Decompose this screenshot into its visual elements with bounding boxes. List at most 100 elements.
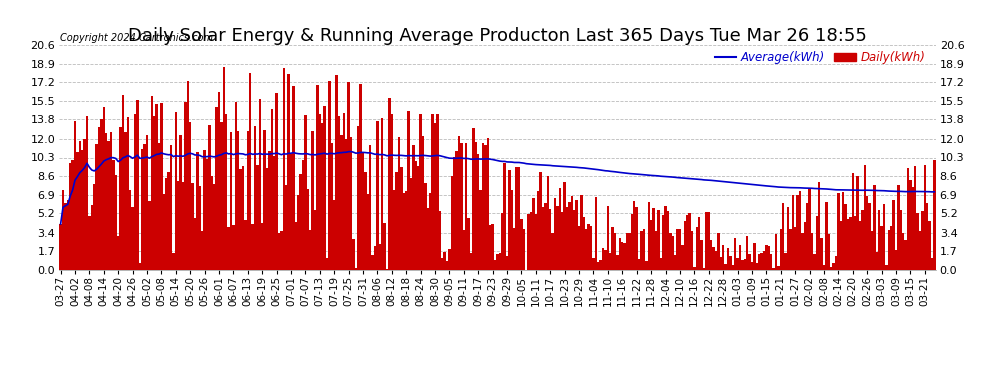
Bar [683, 221, 686, 270]
Bar [110, 132, 112, 270]
Bar [823, 266, 825, 270]
Bar [875, 252, 878, 270]
Bar [566, 207, 568, 270]
Bar [258, 99, 261, 270]
Bar [873, 185, 875, 270]
Bar [122, 95, 124, 270]
Bar [501, 213, 504, 270]
Bar [395, 172, 398, 270]
Bar [412, 145, 415, 270]
Bar [88, 216, 91, 270]
Bar [669, 233, 671, 270]
Bar [657, 210, 659, 270]
Bar [266, 168, 268, 270]
Bar [174, 112, 177, 270]
Bar [530, 212, 533, 270]
Bar [304, 115, 307, 270]
Bar [333, 200, 336, 270]
Bar [153, 116, 155, 270]
Bar [479, 190, 482, 270]
Bar [213, 184, 216, 270]
Bar [612, 227, 614, 270]
Bar [602, 248, 604, 270]
Bar [170, 145, 172, 270]
Bar [890, 226, 892, 270]
Bar [203, 150, 206, 270]
Bar [902, 233, 904, 270]
Bar [220, 123, 223, 270]
Bar [885, 265, 888, 270]
Bar [179, 135, 182, 270]
Bar [934, 160, 936, 270]
Bar [494, 260, 496, 270]
Bar [470, 253, 472, 270]
Bar [105, 133, 107, 270]
Bar [235, 102, 237, 270]
Bar [146, 135, 148, 270]
Bar [696, 228, 698, 270]
Bar [617, 255, 619, 270]
Bar [211, 176, 213, 270]
Bar [647, 202, 649, 270]
Bar [69, 163, 71, 270]
Bar [878, 210, 880, 270]
Bar [578, 226, 580, 270]
Bar [868, 203, 871, 270]
Bar [366, 194, 369, 270]
Bar [861, 210, 863, 270]
Bar [818, 183, 821, 270]
Bar [398, 138, 400, 270]
Bar [285, 185, 287, 270]
Bar [866, 196, 868, 270]
Bar [489, 225, 491, 270]
Bar [429, 193, 432, 270]
Bar [614, 233, 617, 270]
Bar [474, 142, 477, 270]
Bar [553, 198, 556, 270]
Bar [93, 184, 95, 270]
Bar [496, 254, 499, 270]
Bar [504, 164, 506, 270]
Bar [679, 229, 681, 270]
Bar [573, 210, 575, 270]
Title: Daily Solar Energy & Running Average Producton Last 365 Days Tue Mar 26 18:55: Daily Solar Energy & Running Average Pro… [128, 27, 867, 45]
Bar [854, 216, 856, 270]
Bar [393, 190, 395, 270]
Bar [465, 143, 467, 270]
Bar [422, 136, 425, 270]
Bar [206, 159, 208, 270]
Bar [652, 209, 654, 270]
Bar [150, 96, 153, 270]
Bar [688, 213, 691, 270]
Bar [888, 230, 890, 270]
Bar [924, 165, 926, 270]
Bar [472, 128, 474, 270]
Bar [804, 222, 806, 270]
Bar [446, 261, 448, 270]
Bar [312, 131, 314, 270]
Bar [542, 207, 545, 270]
Bar [521, 219, 523, 270]
Bar [762, 251, 765, 270]
Bar [842, 192, 844, 270]
Bar [725, 264, 727, 270]
Bar [83, 139, 86, 270]
Bar [705, 212, 708, 270]
Bar [124, 132, 127, 270]
Bar [734, 238, 737, 270]
Bar [59, 224, 61, 270]
Bar [801, 233, 804, 270]
Bar [691, 231, 693, 270]
Bar [199, 186, 201, 270]
Bar [167, 172, 170, 270]
Bar [715, 251, 717, 270]
Bar [218, 92, 220, 270]
Bar [909, 180, 912, 270]
Bar [753, 243, 755, 270]
Bar [662, 214, 664, 270]
Bar [748, 254, 750, 270]
Bar [400, 167, 403, 270]
Bar [316, 85, 319, 270]
Bar [737, 258, 739, 270]
Bar [641, 231, 643, 270]
